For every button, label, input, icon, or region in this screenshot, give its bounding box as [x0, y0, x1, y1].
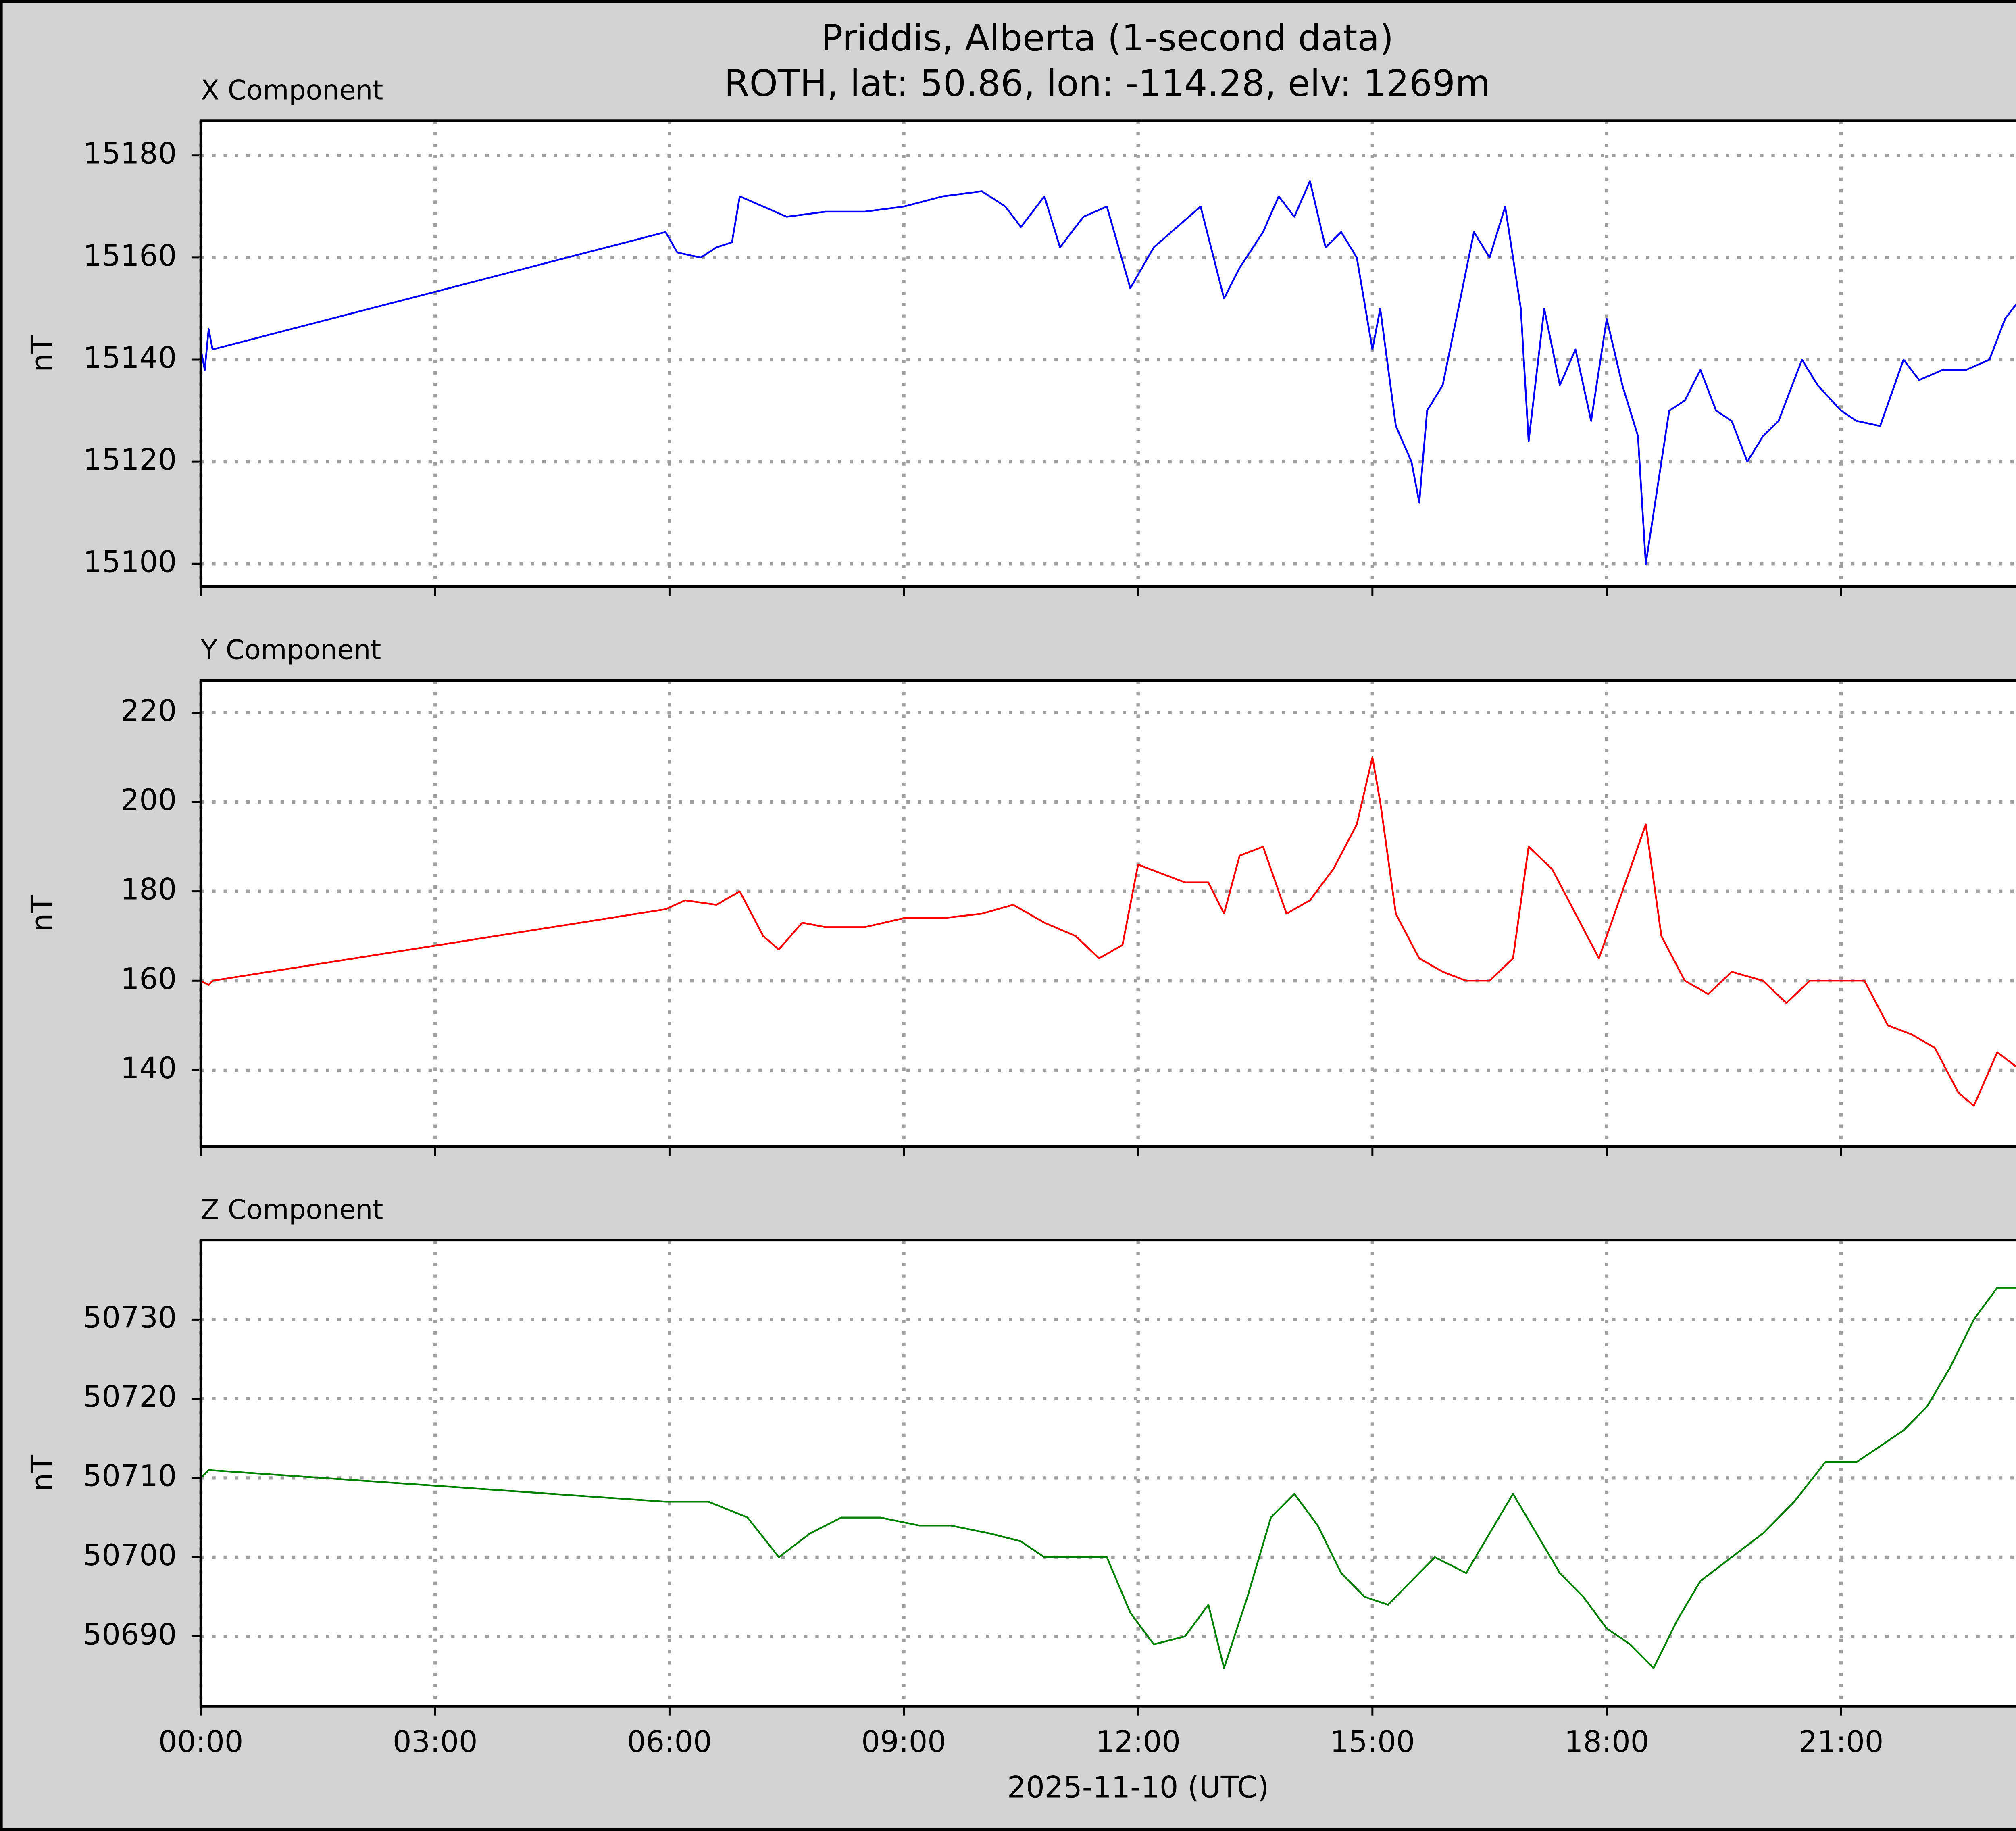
y-tick-label: 50700: [83, 1538, 177, 1573]
y-tick-label: 50690: [83, 1617, 177, 1652]
figure-subtitle: ROTH, lat: 50.86, lon: -114.28, elv: 126…: [724, 63, 1490, 105]
y-tick-label: 50730: [83, 1300, 177, 1335]
y-tick-label: 220: [121, 694, 177, 728]
plot-frame: [199, 119, 2016, 588]
plot-frame: [199, 679, 2016, 1148]
y-axis-label: nT: [25, 335, 60, 372]
y-axis-label: nT: [25, 1455, 60, 1491]
plot-area: [201, 121, 2016, 587]
y-tick-label: 15120: [83, 443, 177, 477]
y-tick-label: 50720: [83, 1380, 177, 1414]
data-line: [200, 1287, 2016, 1669]
x-tick-label: 00:00: [158, 1725, 244, 1759]
x-axis-label: 2025-11-10 (UTC): [1007, 1770, 1269, 1804]
x-tick-label: 15:00: [1330, 1725, 1415, 1759]
y-tick-label: 200: [121, 783, 177, 817]
y-tick-label: 15160: [83, 239, 177, 273]
y-tick-label: 160: [121, 962, 177, 996]
x-tick-label: 12:00: [1095, 1725, 1181, 1759]
data-line: [200, 180, 2016, 565]
plot-area: [201, 680, 2016, 1147]
x-tick-label: 06:00: [627, 1725, 712, 1759]
plot-area: [201, 1240, 2016, 1706]
x-tick-label: 18:00: [1564, 1725, 1649, 1759]
x-tick-label: 03:00: [393, 1725, 478, 1759]
x-tick-label: 09:00: [861, 1725, 946, 1759]
x-tick-label: 21:00: [1799, 1725, 1884, 1759]
y-axis-label: nT: [25, 895, 60, 932]
y-tick-label: 50710: [83, 1459, 177, 1493]
y-tick-label: 15180: [83, 137, 177, 171]
data-line: [200, 756, 2016, 1107]
y-tick-label: 15140: [83, 341, 177, 375]
y-tick-label: 140: [121, 1051, 177, 1085]
y-tick-label: 15100: [83, 545, 177, 579]
panel-title: Y Component: [200, 634, 381, 666]
y-tick-label: 180: [121, 873, 177, 907]
panel-title: X Component: [201, 74, 383, 106]
figure-title: Priddis, Alberta (1-second data): [821, 17, 1393, 59]
plot-frame: [199, 1239, 2016, 1708]
panel-title: Z Component: [201, 1194, 383, 1225]
